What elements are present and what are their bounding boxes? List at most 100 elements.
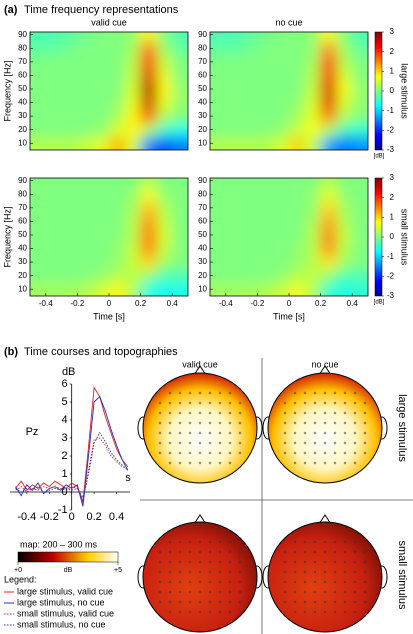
x-tick-label: 0 [287, 299, 292, 308]
heatmap-cell [289, 241, 306, 256]
x-axis-label: s [125, 472, 131, 484]
y-tick-label: 2 [62, 450, 68, 462]
heatmap-cell [109, 32, 126, 42]
electrode [228, 391, 232, 395]
heatmap-cell [124, 55, 142, 70]
heatmap-cell [93, 178, 110, 188]
electrode [343, 570, 347, 574]
heatmap-cell [320, 241, 337, 256]
heatmap-cell [352, 255, 368, 270]
y-tick-label: 50 [198, 84, 207, 93]
heatmap-cell [172, 122, 188, 137]
series-line [15, 437, 128, 499]
heatmap-cell [30, 68, 47, 83]
heatmap-cell [45, 95, 63, 110]
heatmap-cell [241, 187, 258, 202]
heatmap-cell [241, 32, 258, 42]
plot-frame [209, 31, 369, 151]
electrode [228, 540, 232, 544]
heatmap-cell [289, 255, 306, 270]
heatmap-cell [225, 68, 243, 83]
heatmap-cell [77, 68, 94, 83]
topo-column-label: valid cue [182, 359, 218, 369]
heatmap-cell [124, 82, 142, 97]
heatmap-cell [352, 68, 368, 83]
heatmap-cell [289, 41, 306, 56]
heatmap-cell [273, 282, 290, 296]
heatmap-cell [45, 55, 63, 70]
heatmap-cell [336, 255, 353, 270]
heatmap-cell [172, 241, 188, 256]
electrode [228, 560, 232, 564]
heatmap-cell [257, 201, 274, 216]
electrode [198, 600, 202, 604]
heatmap-cell [124, 122, 142, 137]
plot-frame [29, 31, 189, 151]
electrode [228, 411, 232, 415]
electrode [238, 570, 242, 574]
heatmap-cell [77, 122, 94, 137]
y-tick-label: 3 [62, 432, 68, 444]
heatmap-cell [93, 255, 110, 270]
heatmap-cell [172, 201, 188, 216]
electrode [158, 560, 162, 564]
electrode [313, 560, 317, 564]
heatmap-cell [210, 32, 227, 42]
heatmap-cell [241, 68, 258, 83]
y-tick-label: 90 [18, 176, 27, 185]
electrode [168, 540, 172, 544]
electrode [353, 431, 357, 435]
x-tick-label: -0.4 [17, 511, 36, 523]
heatmap-cell [257, 178, 274, 188]
electrode [353, 401, 357, 405]
heatmap-cell [352, 55, 368, 70]
heatmap-cell [352, 41, 368, 56]
electrode [188, 411, 192, 415]
heatmap-cell [124, 68, 142, 83]
electrode [208, 411, 212, 415]
topo-row-label: large stimulus [396, 394, 408, 462]
electrode [283, 600, 287, 604]
heatmap-cell [30, 187, 47, 202]
heatmap-cell [273, 241, 290, 256]
topo-map [267, 372, 383, 484]
heatmap-cell [304, 255, 322, 270]
electrode [363, 550, 367, 554]
heatmap-cell [30, 136, 47, 150]
electrode [363, 411, 367, 415]
heatmap-cell [140, 228, 157, 243]
electrode [353, 411, 357, 415]
electrode [353, 451, 357, 455]
electrode [333, 560, 337, 564]
electrode [228, 570, 232, 574]
electrode [198, 421, 202, 425]
heatmap-cell [257, 32, 274, 42]
heatmap-cell [352, 109, 368, 124]
heatmap-cell [225, 255, 243, 270]
electrode [158, 600, 162, 604]
x-tick-label: -0.2 [71, 299, 85, 308]
electrode [218, 540, 222, 544]
heatmap-cell [289, 228, 306, 243]
electrode [293, 401, 297, 405]
heatmap-cell [30, 122, 47, 137]
heatmap-cells [30, 32, 188, 150]
heatmap-cell [109, 282, 126, 296]
electrode [293, 441, 297, 445]
electrode [293, 580, 297, 584]
heatmap-cell [124, 241, 142, 256]
electrode [293, 610, 297, 614]
heatmap-cell [336, 201, 353, 216]
heatmap-cell [304, 228, 322, 243]
electrode [218, 580, 222, 584]
panel-label: (b) [4, 346, 18, 358]
electrode [228, 441, 232, 445]
heatmap-cell [77, 109, 94, 124]
heatmap-cell [210, 95, 227, 110]
electrode [323, 560, 327, 564]
heatmap-cell [320, 32, 337, 42]
y-tick-label: 30 [18, 111, 27, 120]
heatmap-cell [257, 228, 274, 243]
heatmap-cell [289, 95, 306, 110]
heatmap-cell [304, 187, 322, 202]
